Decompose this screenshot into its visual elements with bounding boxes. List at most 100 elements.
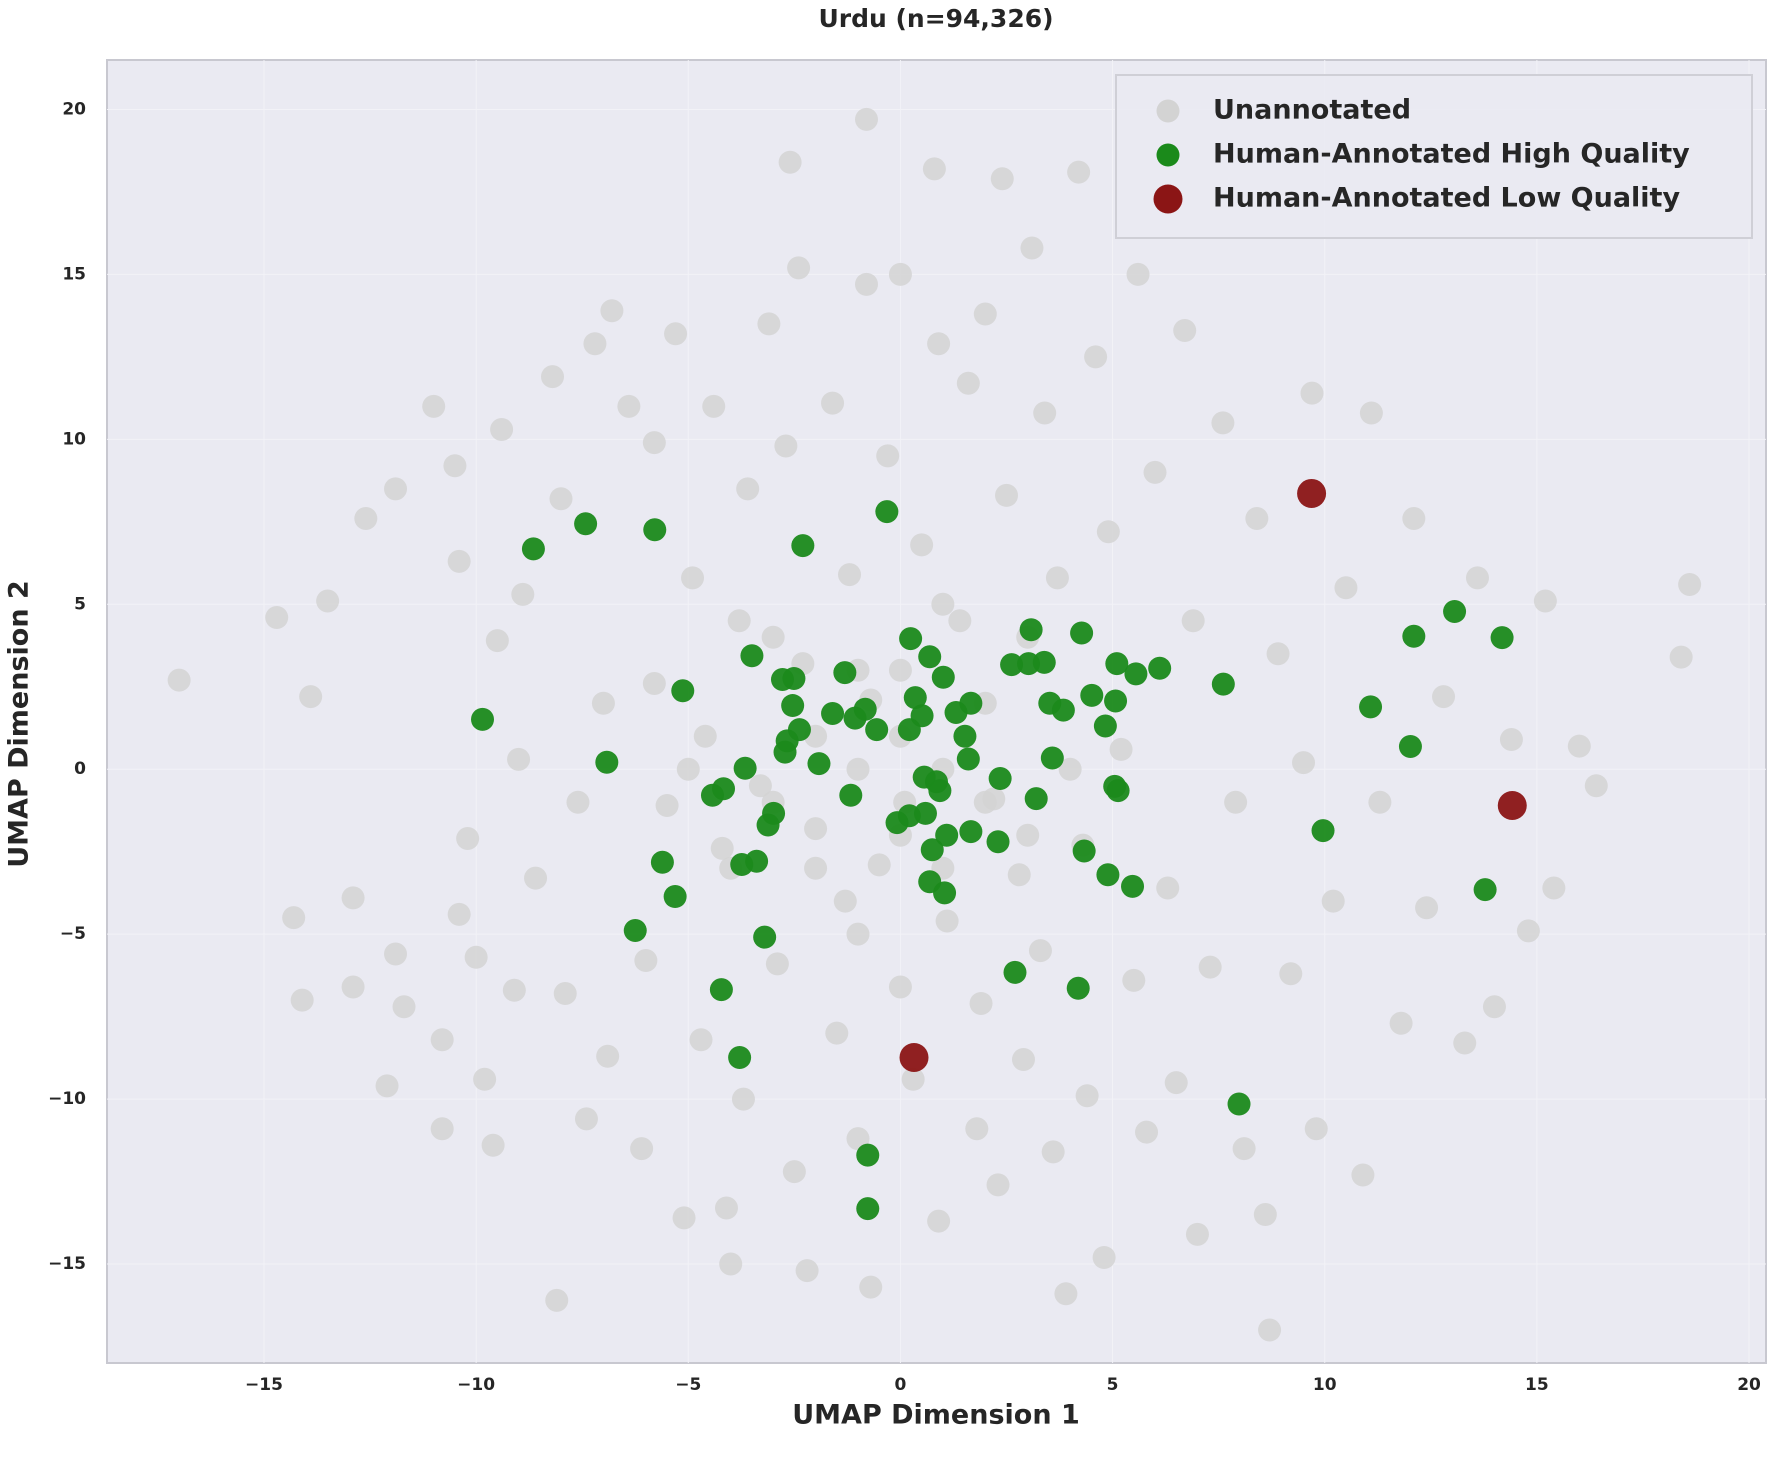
point bbox=[1072, 839, 1096, 863]
point bbox=[986, 830, 1010, 854]
point bbox=[596, 1044, 620, 1068]
point bbox=[782, 1160, 806, 1184]
point bbox=[1093, 714, 1117, 738]
point bbox=[574, 512, 598, 536]
point bbox=[920, 838, 944, 862]
point bbox=[856, 1143, 880, 1167]
point bbox=[959, 691, 983, 715]
point bbox=[464, 945, 488, 969]
point bbox=[650, 850, 674, 874]
legend-label: Human-Annotated Low Quality bbox=[1213, 183, 1680, 214]
point bbox=[471, 707, 495, 731]
point bbox=[642, 431, 666, 455]
point bbox=[1334, 576, 1358, 600]
point bbox=[167, 668, 191, 692]
legend-frame bbox=[1115, 74, 1753, 239]
point bbox=[473, 1067, 497, 1091]
point bbox=[1482, 995, 1506, 1019]
y-tick-label: −15 bbox=[48, 1254, 86, 1274]
point bbox=[757, 312, 781, 336]
point bbox=[791, 534, 815, 558]
point bbox=[821, 391, 845, 415]
point bbox=[630, 1137, 654, 1161]
point bbox=[1066, 976, 1090, 1000]
x-tick-label: −5 bbox=[675, 1375, 701, 1395]
point bbox=[583, 332, 607, 356]
point bbox=[719, 1252, 743, 1276]
point bbox=[965, 1117, 989, 1141]
point bbox=[922, 157, 946, 181]
point bbox=[865, 718, 889, 742]
y-tick-label: 20 bbox=[62, 99, 86, 119]
point bbox=[1124, 662, 1148, 686]
point bbox=[1321, 889, 1345, 913]
point bbox=[1227, 1092, 1251, 1116]
point bbox=[843, 706, 867, 730]
point bbox=[867, 853, 891, 877]
point bbox=[953, 724, 977, 748]
y-tick-label: −10 bbox=[48, 1089, 86, 1109]
point bbox=[617, 394, 641, 418]
point bbox=[856, 1197, 880, 1221]
point bbox=[1054, 1282, 1078, 1306]
chart-title: Urdu (n=94,326) bbox=[818, 4, 1053, 33]
point bbox=[804, 817, 828, 841]
point bbox=[392, 995, 416, 1019]
point bbox=[1173, 318, 1197, 342]
point bbox=[1453, 1031, 1477, 1055]
point bbox=[623, 919, 647, 943]
point bbox=[1490, 626, 1514, 650]
point bbox=[282, 906, 306, 930]
point bbox=[1497, 791, 1527, 821]
point bbox=[443, 454, 467, 478]
point bbox=[1669, 645, 1693, 669]
point bbox=[804, 856, 828, 880]
x-tick-label: 5 bbox=[1107, 1375, 1119, 1395]
point bbox=[753, 925, 777, 949]
point bbox=[1041, 1140, 1065, 1164]
point bbox=[899, 627, 923, 651]
point bbox=[1135, 1120, 1159, 1144]
point bbox=[341, 886, 365, 910]
point bbox=[927, 1209, 951, 1233]
y-tick-label: 0 bbox=[74, 759, 86, 779]
point bbox=[1279, 962, 1303, 986]
point bbox=[897, 718, 921, 742]
point bbox=[774, 434, 798, 458]
point bbox=[1443, 600, 1467, 624]
point bbox=[456, 827, 480, 851]
point bbox=[859, 1275, 883, 1299]
x-tick-label: −15 bbox=[245, 1375, 283, 1395]
point bbox=[876, 444, 900, 468]
point bbox=[375, 1074, 399, 1098]
y-tick-label: 10 bbox=[62, 429, 86, 449]
point bbox=[664, 322, 688, 346]
point bbox=[1106, 779, 1130, 803]
point bbox=[787, 256, 811, 280]
point bbox=[1000, 653, 1024, 677]
point bbox=[986, 1173, 1010, 1197]
point bbox=[290, 988, 314, 1012]
point bbox=[888, 975, 912, 999]
legend-marker bbox=[1156, 143, 1180, 167]
point bbox=[672, 1206, 696, 1230]
point bbox=[676, 757, 700, 781]
point bbox=[447, 549, 471, 573]
point bbox=[1024, 787, 1048, 811]
point bbox=[430, 1028, 454, 1052]
point bbox=[299, 685, 323, 709]
point bbox=[782, 667, 806, 691]
point bbox=[1402, 624, 1426, 648]
point bbox=[507, 747, 531, 771]
point bbox=[1045, 566, 1069, 590]
point bbox=[1224, 790, 1248, 814]
point bbox=[748, 774, 772, 798]
point bbox=[521, 537, 545, 561]
point bbox=[1465, 566, 1489, 590]
point bbox=[1297, 478, 1327, 508]
point bbox=[888, 262, 912, 286]
point bbox=[1003, 960, 1027, 984]
point bbox=[502, 978, 526, 1002]
point bbox=[595, 750, 619, 774]
point bbox=[821, 701, 845, 725]
